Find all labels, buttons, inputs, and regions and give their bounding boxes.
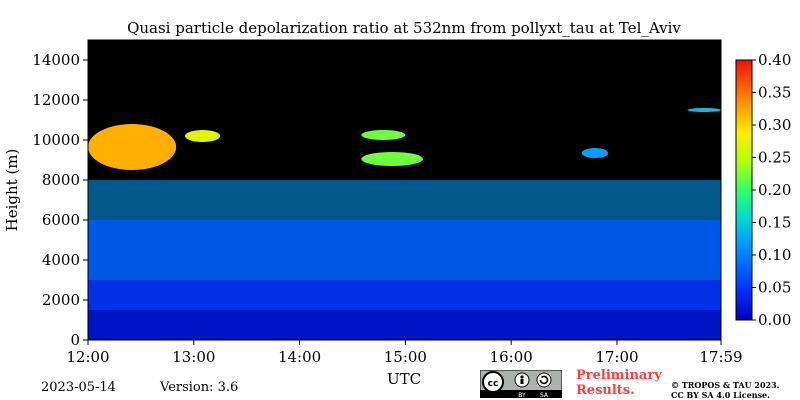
y-tick-label: 8000 bbox=[42, 171, 80, 189]
y-tick-label: 6000 bbox=[42, 211, 80, 229]
cc-license-badge: cc BY SA bbox=[480, 370, 562, 398]
x-tick-label: 16:00 bbox=[490, 348, 533, 366]
plot-frame bbox=[87, 39, 722, 341]
copyright-line-2: CC BY SA 4.0 License. bbox=[671, 390, 770, 400]
feature-patch bbox=[361, 130, 406, 140]
sa-label: SA bbox=[540, 392, 549, 398]
feature-patch bbox=[88, 124, 177, 170]
feature-patch bbox=[687, 108, 722, 112]
colorbar-ticks: 0.00 0.05 0.10 0.15 0.20 0.25 0.30 0.35 0.40 bbox=[752, 51, 791, 329]
x-tick-label: 15:00 bbox=[384, 348, 427, 366]
y-tick-label: 0 bbox=[70, 331, 80, 349]
x-tick-label: 17:59 bbox=[699, 348, 742, 366]
x-tick-label: 12:00 bbox=[66, 348, 109, 366]
copyright-note: © TROPOS & TAU 2023. CC BY SA 4.0 Licens… bbox=[671, 380, 779, 400]
colorbar-tick-label: 0.40 bbox=[758, 51, 791, 69]
colorbar-tick-label: 0.15 bbox=[758, 214, 791, 232]
plot-layer bbox=[88, 108, 722, 340]
preliminary-line-1: Preliminary bbox=[576, 368, 662, 383]
colorbar-tick-label: 0.25 bbox=[758, 149, 791, 167]
cc-icon-label: cc bbox=[488, 379, 499, 389]
copyright-line-1: © TROPOS & TAU 2023. bbox=[671, 380, 780, 390]
colorbar-tick-label: 0.30 bbox=[758, 116, 791, 134]
y-tick-label: 4000 bbox=[42, 251, 80, 269]
layer-band bbox=[88, 220, 721, 280]
chart-title: Quasi particle depolarization ratio at 5… bbox=[127, 19, 681, 37]
feature-patch bbox=[361, 152, 424, 166]
colorbar-tick-label: 0.35 bbox=[758, 84, 791, 102]
footer-version: Version: 3.6 bbox=[160, 380, 239, 395]
x-axis: 12:00 13:00 14:00 15:00 16:00 17:00 17:59 bbox=[66, 340, 743, 366]
layer-band bbox=[88, 180, 721, 220]
colorbar bbox=[735, 59, 753, 321]
x-axis-label: UTC bbox=[387, 370, 421, 388]
layer-band bbox=[88, 280, 721, 310]
x-tick-label: 17:00 bbox=[595, 348, 638, 366]
feature-patch bbox=[184, 130, 221, 142]
colorbar-tick-label: 0.05 bbox=[758, 279, 791, 297]
cc-icon bbox=[482, 371, 504, 393]
colorbar-tick-label: 0.00 bbox=[758, 311, 791, 329]
footer-date: 2023-05-14 bbox=[41, 380, 116, 395]
colorbar-tick-label: 0.20 bbox=[758, 181, 791, 199]
y-axis-label: Height (m) bbox=[3, 149, 21, 232]
preliminary-line-2: Results. bbox=[576, 383, 635, 398]
x-tick-label: 13:00 bbox=[172, 348, 215, 366]
colorbar-tick-label: 0.10 bbox=[758, 246, 791, 264]
y-tick-label: 2000 bbox=[42, 291, 80, 309]
by-label: BY bbox=[518, 392, 526, 398]
sa-icon bbox=[536, 372, 552, 388]
y-tick-label: 12000 bbox=[32, 91, 80, 109]
layer-band bbox=[88, 310, 721, 340]
y-tick-label: 10000 bbox=[32, 131, 80, 149]
y-axis: 0 2000 4000 6000 8000 10000 12000 14000 bbox=[32, 51, 88, 349]
preliminary-note: Preliminary Results. bbox=[576, 368, 662, 398]
x-tick-label: 14:00 bbox=[278, 348, 321, 366]
y-tick-label: 14000 bbox=[32, 51, 80, 69]
feature-patch bbox=[581, 148, 609, 158]
